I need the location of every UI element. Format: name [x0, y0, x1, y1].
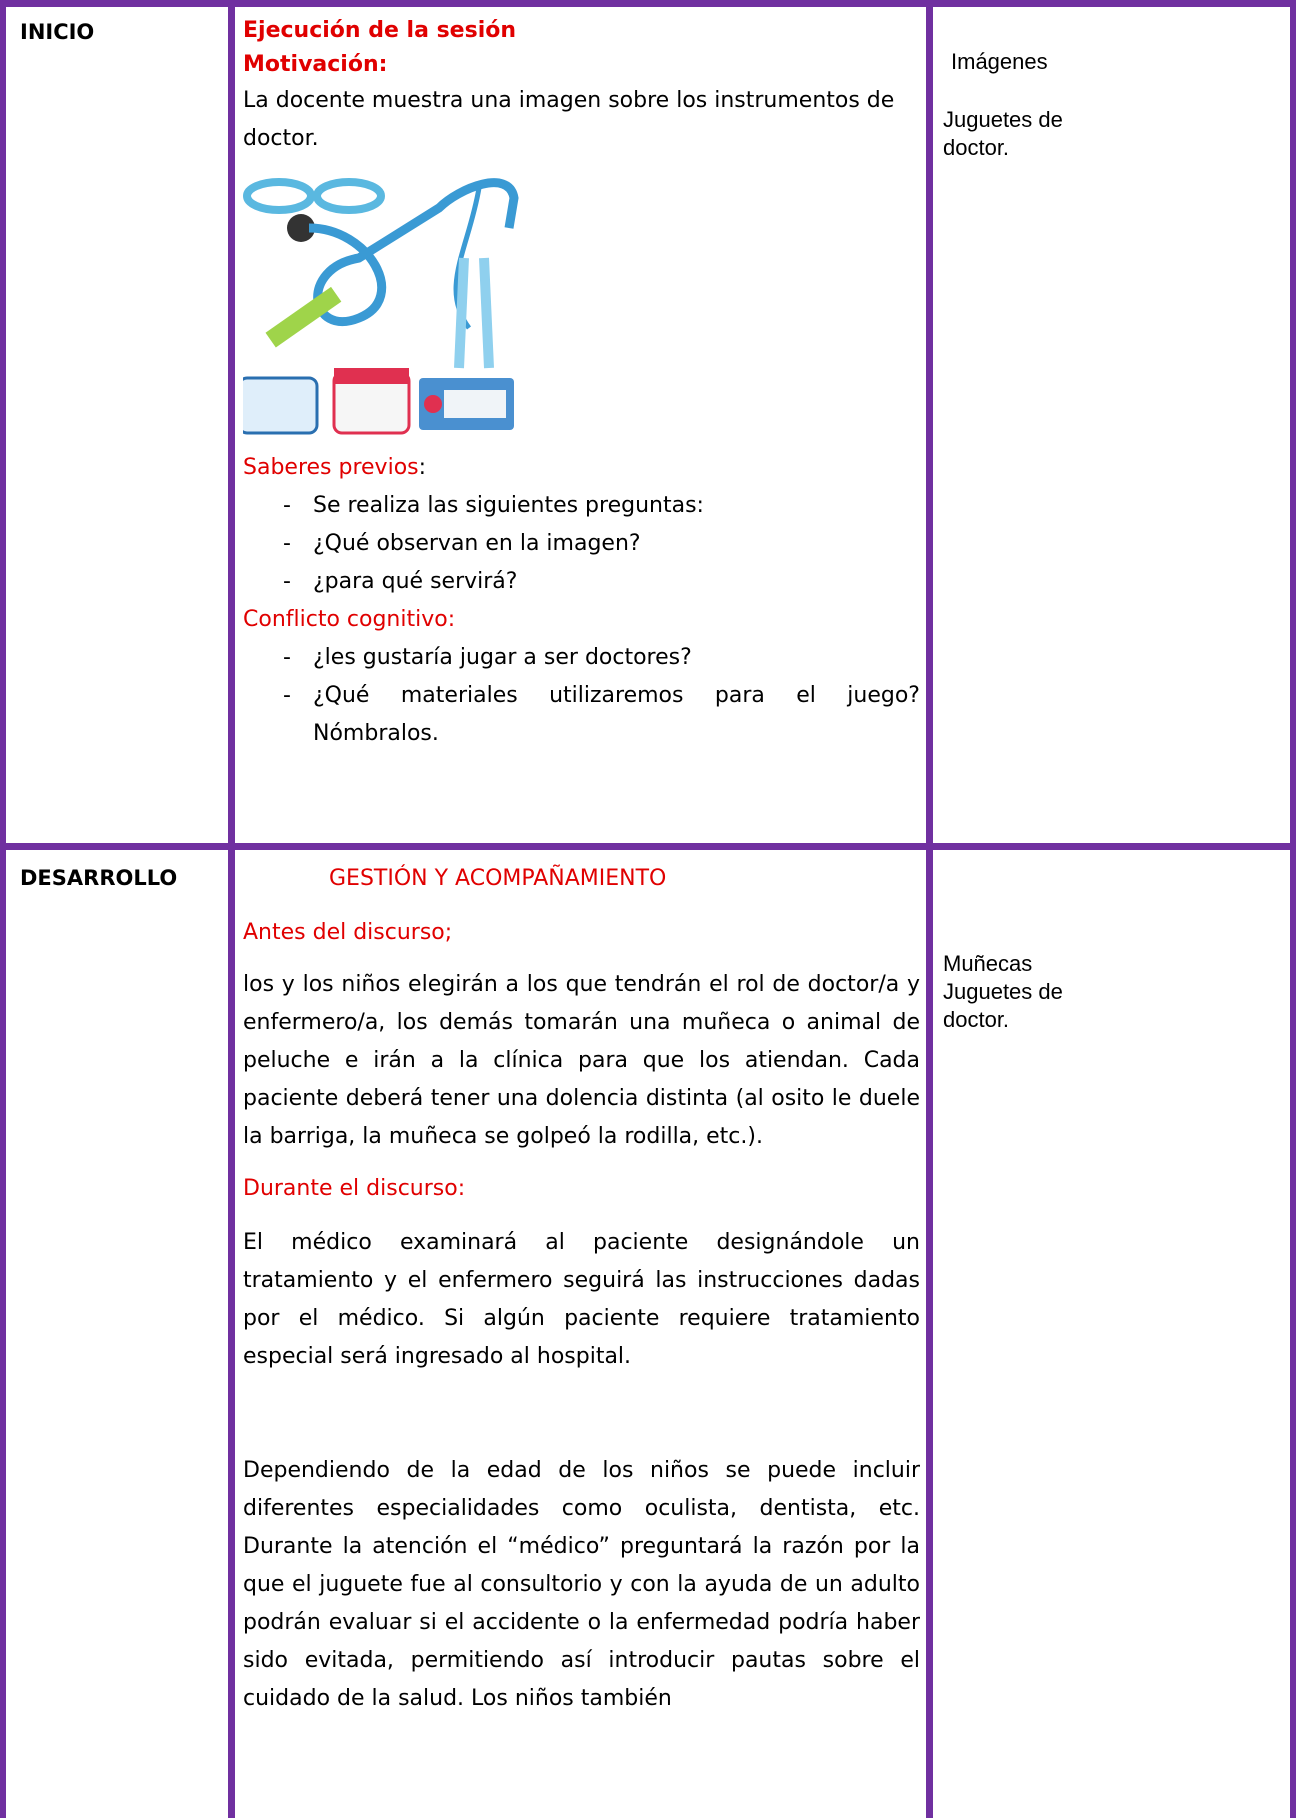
text: El médico examinará al paciente designán…: [243, 1230, 920, 1369]
border: [926, 0, 933, 1818]
list: ¿les gustaría jugar a ser doctores? ¿Qué…: [243, 639, 920, 753]
heading: Ejecución de la sesión: [243, 18, 517, 43]
text: La docente muestra una imagen sobre los …: [243, 88, 895, 151]
subheading: Motivación:: [243, 52, 388, 77]
resource: Juguetes de doctor.: [943, 979, 1063, 1032]
border: [228, 0, 235, 1818]
list: Se realiza las siguientes preguntas: ¿Qu…: [243, 487, 920, 601]
list-item: Se realiza las siguientes preguntas:: [283, 487, 920, 525]
resource: Juguetes de doctor.: [943, 107, 1063, 160]
list-item: ¿Qué materiales utilizaremos para el jue…: [283, 677, 920, 753]
subheading: Durante el discurso:: [243, 1176, 466, 1201]
row-label: INICIO: [20, 20, 95, 44]
subheading: Conflicto cognitivo:: [243, 607, 456, 632]
heading: GESTIÓN Y ACOMPAÑAMIENTO: [329, 866, 667, 891]
resources: Muñecas Juguetes de doctor.: [943, 950, 1073, 1034]
list-item: ¿Qué observan en la imagen?: [283, 525, 920, 563]
subheading: Saberes previos: [243, 455, 419, 480]
text: Dependiendo de la edad de los niños se p…: [243, 1458, 920, 1711]
border: [0, 843, 1296, 850]
content: GESTIÓN Y ACOMPAÑAMIENTO Antes del discu…: [243, 860, 920, 1818]
list-item: ¿para qué servirá?: [283, 563, 920, 601]
resource: Imágenes: [951, 49, 1048, 74]
border: [0, 0, 6, 1818]
list-item: ¿les gustaría jugar a ser doctores?: [283, 639, 920, 677]
row-label: DESARROLLO: [20, 866, 178, 890]
subheading: Antes del discurso;: [243, 920, 453, 945]
doctor-tools-image: [243, 178, 519, 435]
text: :: [418, 455, 427, 480]
content: Ejecución de la sesión Motivación: La do…: [243, 14, 920, 840]
resource: Muñecas: [943, 951, 1033, 976]
border: [1290, 0, 1296, 1818]
border: [0, 0, 1296, 7]
text: los y los niños elegirán a los que tendr…: [243, 972, 920, 1149]
resources: Imágenes Juguetes de doctor.: [943, 48, 1073, 162]
